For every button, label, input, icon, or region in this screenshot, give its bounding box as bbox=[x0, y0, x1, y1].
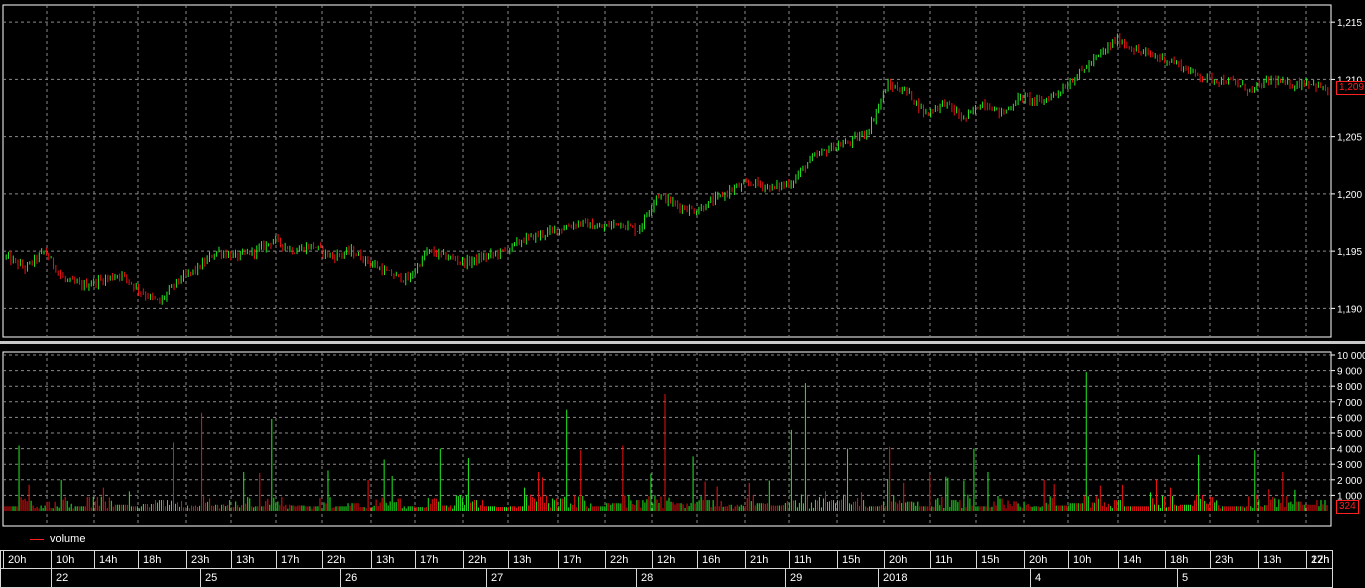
timeline-hour-label: 22h bbox=[463, 551, 509, 569]
volume-tick-label-9: 10 000 bbox=[1337, 351, 1365, 362]
price-tick-label-3: 1,205 bbox=[1337, 133, 1362, 144]
price-tick-label-0: 1,190 bbox=[1337, 304, 1362, 315]
volume-tick-label-1: 2 000 bbox=[1337, 476, 1362, 487]
timeline-hour-label: 13h bbox=[508, 551, 554, 569]
timeline-hour-label: 17h bbox=[558, 551, 604, 569]
timeline-hour-label: 22h bbox=[1306, 551, 1352, 569]
timeline-hour-label: 10h bbox=[1068, 551, 1114, 569]
timeline-hour-label: 13h bbox=[231, 551, 277, 569]
timeline-hour-label: 15h bbox=[837, 551, 883, 569]
timeline-hour-label: 11h bbox=[789, 551, 835, 569]
timeline-hour-label: 17h bbox=[415, 551, 461, 569]
timeline-hour-label: 14h bbox=[94, 551, 140, 569]
legend-swatch bbox=[30, 538, 44, 540]
current-volume-badge: 324 bbox=[1336, 500, 1359, 514]
volume-tick-label-4: 5 000 bbox=[1337, 429, 1362, 440]
legend-label: volume bbox=[50, 533, 86, 545]
price-pane-frame bbox=[2, 4, 1332, 338]
price-tick-label-2: 1,200 bbox=[1337, 190, 1362, 201]
current-price-badge: 1,209 bbox=[1336, 81, 1365, 95]
timeline-hour-label: 23h bbox=[186, 551, 232, 569]
timeline-hour-label: 18h bbox=[1165, 551, 1211, 569]
timeline-date-label: 4 bbox=[1030, 569, 1090, 587]
timeline-date-label: 28 bbox=[636, 569, 696, 587]
timeline-dates-row: 22 25 26 27 28 29 2018 4 5 bbox=[0, 568, 1333, 588]
volume-tick-label-2: 3 000 bbox=[1337, 460, 1362, 471]
volume-tick-label-5: 6 000 bbox=[1337, 413, 1362, 424]
volume-tick-label-8: 9 000 bbox=[1337, 367, 1362, 378]
timeline-hour-label: 20h bbox=[1024, 551, 1070, 569]
timeline-hour-label: 12h bbox=[652, 551, 698, 569]
timeline-date-label: 5 bbox=[1177, 569, 1237, 587]
timeline-hour-label: 21h bbox=[745, 551, 791, 569]
timeline-hour-label: 20h bbox=[3, 551, 49, 569]
price-tick-label-4: 1,210 bbox=[1337, 75, 1362, 86]
timeline-hour-label: 15h bbox=[976, 551, 1022, 569]
timeline-hours-row: 20h 10h 14h 18h 23h 13h 17h 22h 13h 17h 22h 13h 17h 2… bbox=[0, 550, 1333, 570]
timeline-hour-label: 13h bbox=[1258, 551, 1304, 569]
timeline-hour-label: 20h bbox=[884, 551, 930, 569]
timeline-date-label: 27 bbox=[486, 569, 546, 587]
timeline-date-label: 29 bbox=[785, 569, 845, 587]
volume-tick-label-6: 7 000 bbox=[1337, 398, 1362, 409]
timeline-date-label: 26 bbox=[340, 569, 400, 587]
price-tick-label-5: 1,215 bbox=[1337, 18, 1362, 29]
timeline-hour-label: 18h bbox=[138, 551, 184, 569]
timeline-hour-label: 22h bbox=[322, 551, 368, 569]
timeline-hour-label: 14h bbox=[1118, 551, 1164, 569]
timeline-hour-label: 16h bbox=[697, 551, 743, 569]
legend: volume bbox=[30, 533, 85, 545]
timeline-date-label: 2018 bbox=[878, 569, 938, 587]
timeline-hour-label: 17h bbox=[276, 551, 322, 569]
timeline-hour-label: 13h bbox=[371, 551, 417, 569]
pane-separator bbox=[0, 341, 1365, 344]
timeline-hour-label: 11h bbox=[930, 551, 976, 569]
volume-tick-label-3: 4 000 bbox=[1337, 445, 1362, 456]
price-tick-label-1: 1,195 bbox=[1337, 247, 1362, 258]
volume-tick-label-0: 1 000 bbox=[1337, 491, 1362, 502]
timeline-hour-label: 23h bbox=[1210, 551, 1256, 569]
timeline-date-label: 22 bbox=[51, 569, 111, 587]
volume-pane-frame bbox=[2, 351, 1332, 527]
timeline-hour-label: 10h bbox=[51, 551, 97, 569]
volume-tick-label-7: 8 000 bbox=[1337, 382, 1362, 393]
timeline-date-label: 25 bbox=[200, 569, 260, 587]
timeline-hour-label: 22h bbox=[605, 551, 651, 569]
